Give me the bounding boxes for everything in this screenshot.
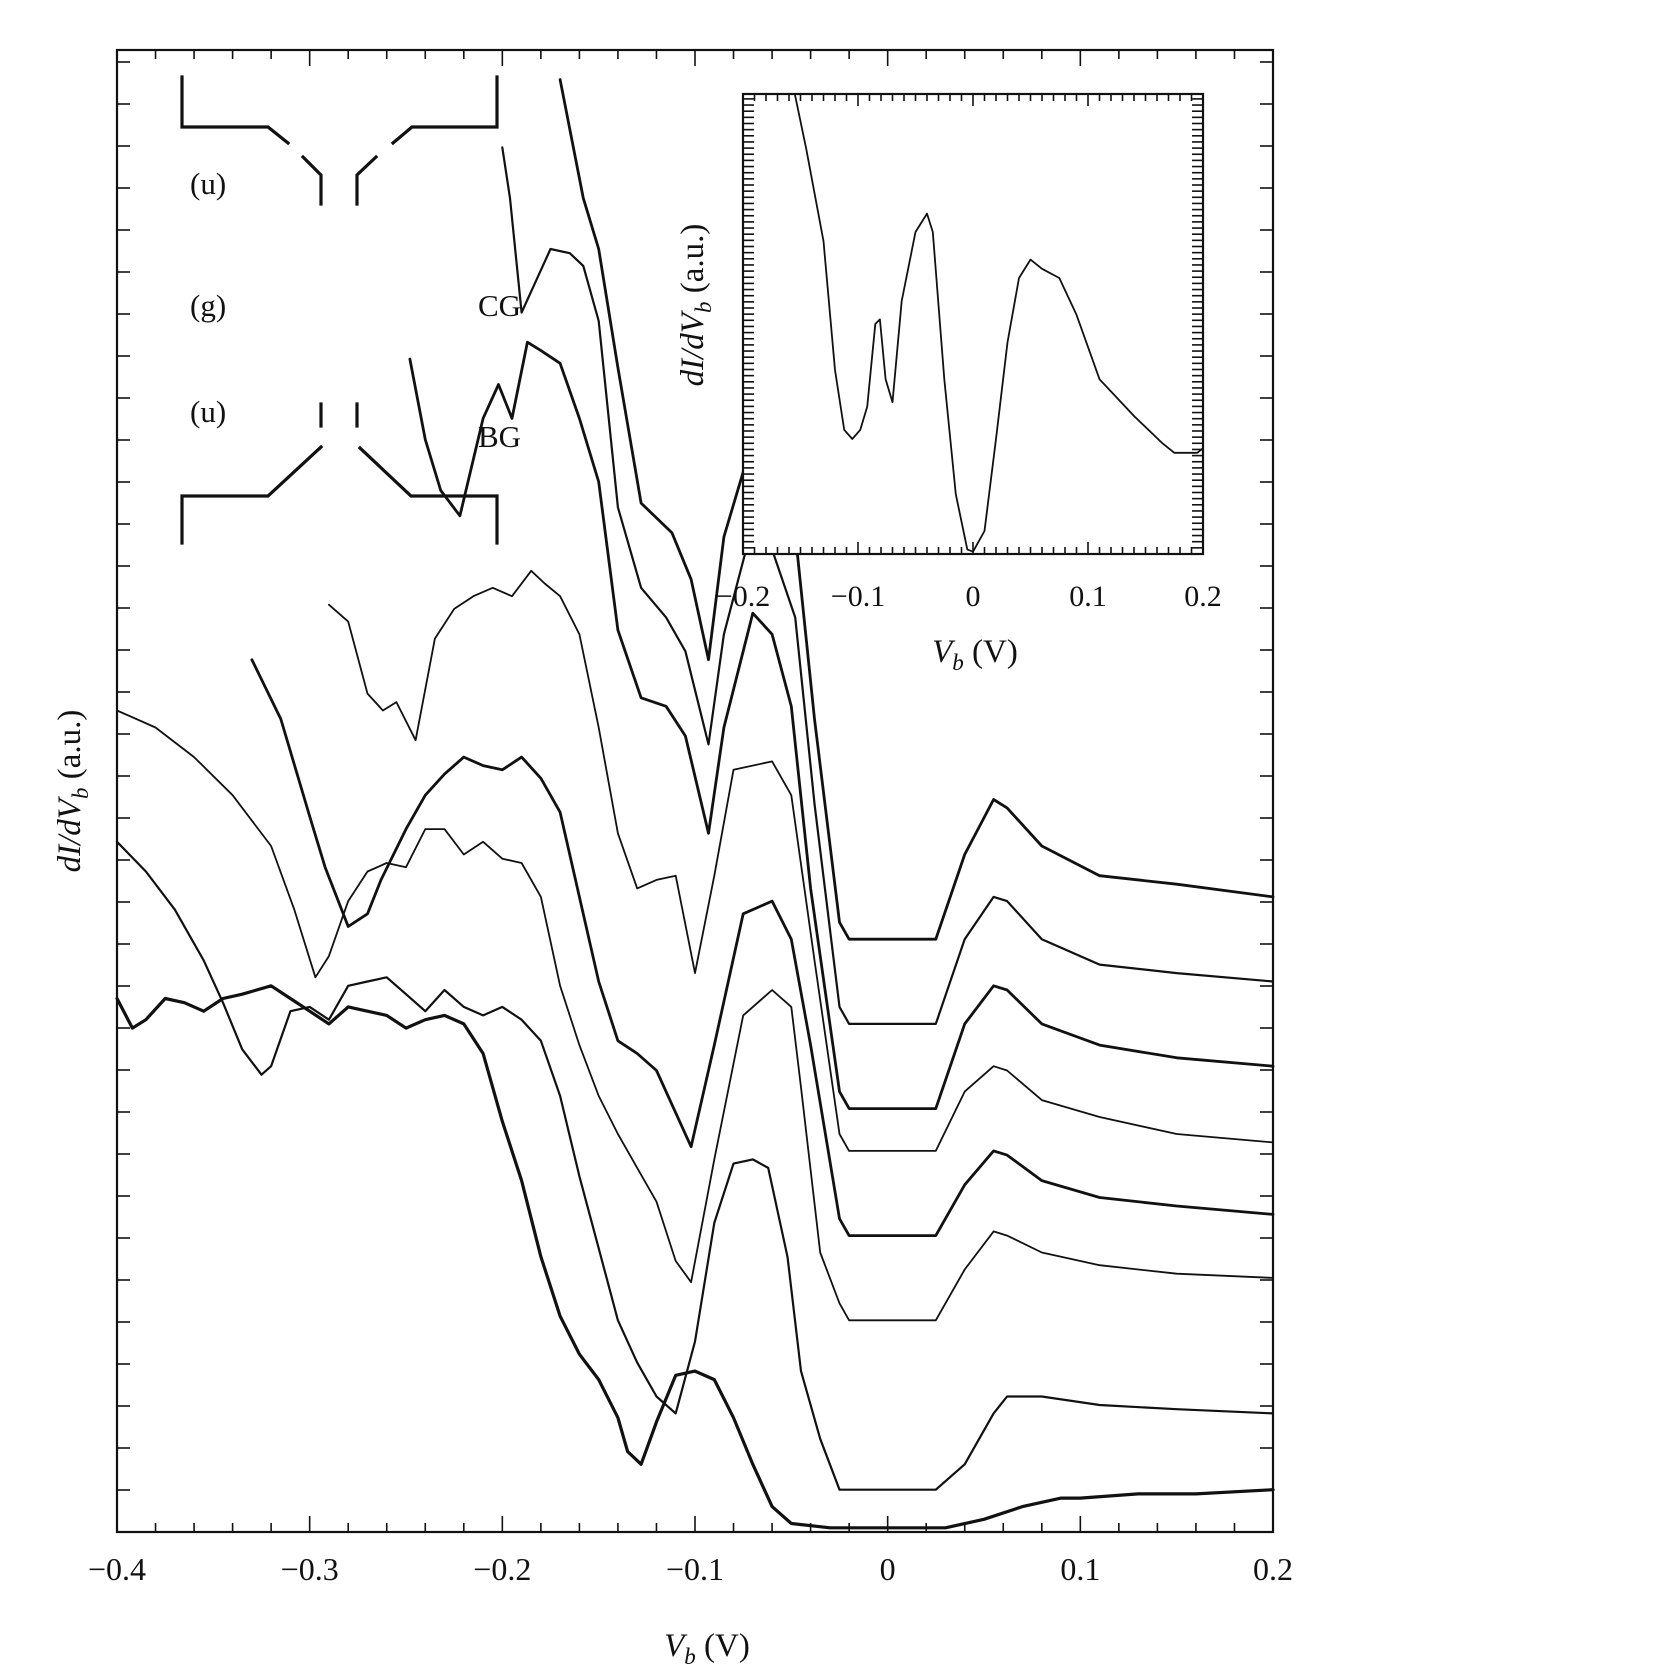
diagram-label-g: (g) — [190, 288, 226, 323]
main-x-tick-label: −0.4 — [88, 1551, 146, 1587]
top-right-gate-tip — [355, 154, 379, 206]
main-x-tick-label: 0.2 — [1253, 1551, 1293, 1587]
main-series-line-3 — [408, 340, 1275, 1110]
inset-x-tick-label: −0.1 — [831, 580, 885, 613]
inset-chart: −0.2 −0.1 0 0.1 0.2 Vb (V) dI/dVb (a.u.) — [675, 92, 1222, 675]
inset-x-tick-label: 0.2 — [1184, 580, 1222, 613]
bottom-right-gate-outline — [357, 445, 499, 545]
main-tick-labels: −0.4 −0.3 −0.2 −0.1 0 0.1 0.2 — [88, 1551, 1293, 1587]
inset-curves — [793, 93, 1204, 553]
main-chart: −0.4 −0.3 −0.2 −0.1 0 0.1 0.2 Vb (V) dI/dVb (a… — [52, 48, 1293, 1669]
main-x-tick-label: −0.3 — [281, 1551, 339, 1587]
bottom-left-gate-outline — [180, 444, 324, 545]
gate-diagram: (u) (g) (u) CG BG — [180, 75, 521, 545]
top-left-gate-tip — [300, 154, 323, 206]
inset-x-axis-label: Vb (V) — [932, 634, 1018, 675]
main-series-line-4 — [328, 569, 1274, 1152]
inset-x-tick-label: 0.1 — [1069, 580, 1107, 613]
inset-series-line-1 — [793, 93, 1204, 553]
main-curves — [115, 78, 1275, 1530]
main-y-axis-label: dI/dVb (a.u.) — [52, 710, 93, 873]
main-series-line-6 — [116, 709, 1274, 1322]
main-series-line-5 — [250, 658, 1275, 1237]
diagram-label-top-u: (u) — [190, 166, 226, 201]
main-x-tick-label: −0.1 — [666, 1551, 724, 1587]
main-x-axis-label: Vb (V) — [664, 1628, 750, 1669]
main-x-tick-label: 0.1 — [1060, 1551, 1100, 1587]
inset-ticks — [742, 94, 1204, 555]
main-x-tick-label: −0.2 — [473, 1551, 531, 1587]
inset-tick-labels: −0.2 −0.1 0 0.1 0.2 — [716, 580, 1222, 613]
main-series-line-1 — [558, 78, 1275, 941]
main-x-tick-label: 0 — [880, 1551, 896, 1587]
top-left-gate-outline — [180, 75, 291, 146]
inset-x-tick-label: −0.2 — [716, 580, 770, 613]
diagram-label-bg: BG — [478, 419, 521, 454]
inset-y-axis-label: dI/dVb (a.u.) — [675, 224, 716, 387]
diagram-label-cg: CG — [478, 288, 521, 323]
inset-x-tick-label: 0 — [966, 580, 981, 613]
main-series-line-7 — [115, 840, 1275, 1491]
top-right-gate-outline — [390, 75, 499, 146]
main-ticks — [116, 50, 1274, 1533]
diagram-label-bottom-u: (u) — [190, 394, 226, 429]
main-series-line-8 — [115, 984, 1275, 1530]
